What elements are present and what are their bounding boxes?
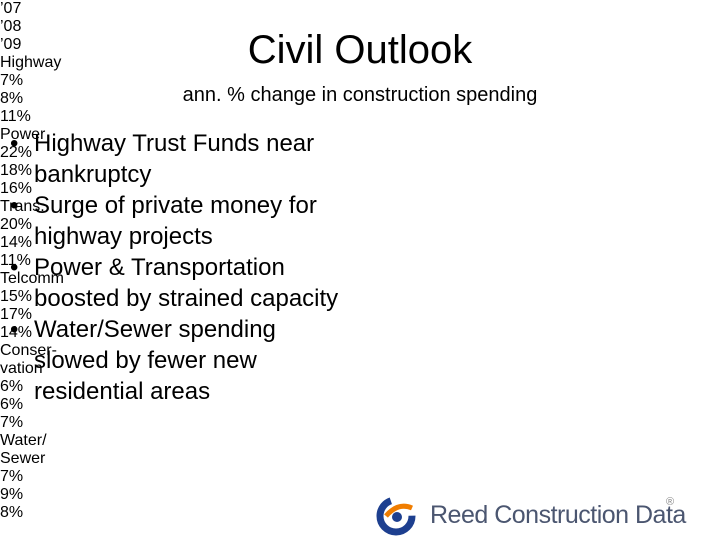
logo-text: Reed Construction Data [430, 501, 686, 529]
row-label: Highway [0, 54, 62, 71]
column-header: ’08 [0, 18, 22, 35]
row-label: Water/ [0, 432, 47, 449]
table-cell: 8% [0, 504, 24, 521]
title: Civil Outlook [247, 28, 473, 72]
table-cell: 7% [0, 468, 24, 485]
logo-registered: ® [666, 496, 675, 508]
bullet-item: Water/Sewer spending slowed by fewer new… [10, 314, 340, 407]
subtitle: ann. % change in construction spending [182, 84, 538, 106]
table-cell: 7% [0, 414, 24, 431]
table-cell: 9% [0, 486, 24, 503]
column-header: ’09 [0, 36, 22, 53]
bullet-list: Highway Trust Funds near bankruptcySurge… [10, 128, 340, 407]
logo-icon [376, 496, 416, 536]
bullet-item: Highway Trust Funds near bankruptcy [10, 128, 340, 190]
bullet-item: Power & Transportation boosted by strain… [10, 252, 340, 314]
table-cell: 11% [0, 108, 31, 125]
column-header: ’07 [0, 0, 22, 17]
table-cell: 7% [0, 72, 24, 89]
table-cell: 8% [0, 90, 24, 107]
row-label: Sewer [0, 450, 46, 467]
bullet-item: Surge of private money for highway proje… [10, 190, 340, 252]
